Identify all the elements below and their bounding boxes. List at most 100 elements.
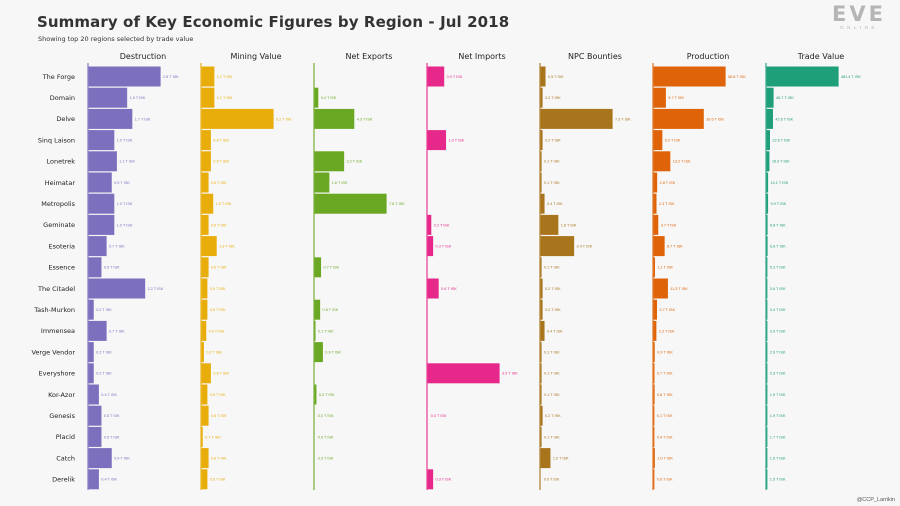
value-label: 46.7 T ISK [776, 96, 794, 100]
value-label: 0.4 T ISK [547, 202, 563, 206]
bar [88, 448, 112, 469]
bar [653, 66, 726, 87]
bar [88, 299, 94, 320]
value-label: 0.5 T ISK [210, 308, 226, 312]
value-label: 0.4 T ISK [547, 329, 563, 333]
bar [653, 214, 659, 235]
bar [88, 320, 107, 341]
value-label: 0.6 T ISK [323, 308, 339, 312]
value-label: 2.3 T ISK [659, 202, 675, 206]
bar [201, 278, 208, 299]
value-label: 0.8 T ISK [657, 393, 673, 397]
value-label: 13.2 T ISK [673, 160, 691, 164]
value-label: 0.5 T ISK [104, 414, 120, 418]
bar [653, 87, 666, 108]
bar [766, 151, 770, 172]
bar [653, 278, 668, 299]
bar [540, 299, 543, 320]
value-label: 1.0 T ISK [117, 202, 133, 206]
bar [540, 172, 542, 193]
bar [314, 384, 317, 405]
value-label: 0.9 T ISK [657, 351, 673, 355]
value-label: 1.0 T ISK [117, 139, 133, 143]
value-label: 1.7 T ISK [135, 117, 151, 121]
value-label: 10.1 T ISK [771, 181, 789, 185]
bar [427, 236, 434, 257]
bar [88, 236, 107, 257]
value-label: 0.9 T ISK [447, 75, 463, 79]
value-label: 1.0 T ISK [117, 223, 133, 227]
value-label: 1.7 T ISK [770, 435, 786, 439]
bar [653, 299, 658, 320]
value-label: 6.9 T ISK [665, 139, 681, 143]
bar [88, 172, 112, 193]
bar [653, 320, 657, 341]
bar [314, 151, 345, 172]
region-label: Verge Vendor [31, 348, 75, 356]
value-label: 0.2 T ISK [545, 308, 561, 312]
value-label: 0.4 T ISK [321, 96, 337, 100]
bar [653, 257, 655, 278]
value-label: 0.7 T ISK [109, 329, 125, 333]
region-label: Derelik [52, 476, 75, 484]
region-label: Sinq Laison [38, 136, 75, 144]
bar [427, 363, 500, 384]
value-label: 0.5 T ISK [210, 287, 226, 291]
bar [88, 151, 117, 172]
value-label: 7.3 T ISK [615, 117, 631, 121]
region-label: The Citadel [37, 285, 75, 293]
bar [766, 448, 768, 469]
value-label: 0.5 T ISK [548, 75, 564, 79]
value-label: 0.5 T ISK [210, 478, 226, 482]
panel-title: Net Imports [458, 52, 505, 61]
bar [540, 87, 543, 108]
bar [653, 405, 655, 426]
value-label: 0.2 T ISK [96, 308, 112, 312]
value-label: 1.5 T ISK [130, 96, 146, 100]
value-label: 9.9 T ISK [770, 202, 786, 206]
value-label: 0.7 T ISK [323, 266, 339, 270]
panel-npc-bounties: NPC Bounties 0.5 T ISK 0.2 T ISK 7.3 T ISK 0… [539, 52, 631, 490]
value-label: 3.4 T ISK [770, 308, 786, 312]
value-label: 0.5 T ISK [104, 435, 120, 439]
value-label: 0.1 T ISK [544, 435, 560, 439]
bar [766, 405, 768, 426]
value-label: 2.8 T ISK [660, 181, 676, 185]
value-label: 1.5 T ISK [770, 457, 786, 461]
bar [653, 384, 655, 405]
panel-title: Production [687, 52, 730, 61]
bar [201, 172, 209, 193]
value-label: 0.4 T ISK [209, 329, 225, 333]
region-label: Essence [48, 264, 75, 272]
bar [88, 405, 102, 426]
bar [201, 363, 211, 384]
bar [540, 448, 551, 469]
bar [766, 87, 774, 108]
region-label: Catch [56, 454, 75, 462]
bar [766, 299, 768, 320]
region-label: Metropolis [41, 200, 75, 208]
panel-net-exports: Net Exports 0.4 T ISK 4.3 T ISK 3.2 T ISK 1.… [313, 52, 405, 490]
bar [653, 448, 655, 469]
region-label: Placid [56, 433, 75, 441]
bar [201, 299, 208, 320]
value-label: 0.2 T ISK [545, 139, 561, 143]
value-label: 0.1 T ISK [318, 329, 334, 333]
bar [88, 469, 99, 490]
bar [653, 193, 657, 214]
value-label: 0.3 T ISK [436, 245, 452, 249]
bar [201, 193, 214, 214]
bar [314, 257, 322, 278]
bar [427, 130, 447, 151]
value-label: 1.1 T ISK [119, 160, 135, 164]
bar [766, 342, 768, 363]
bar [88, 87, 128, 108]
value-label: 0.6 T ISK [211, 457, 227, 461]
panel-title: Trade Value [797, 52, 844, 61]
region-label: Everyshore [39, 370, 75, 378]
panel-mining-value: Mining Value 1.1 T ISK 1.1 T ISK 6.2 T ISK 0… [200, 52, 292, 490]
bar [201, 469, 208, 490]
bar [427, 66, 445, 87]
value-label: 6.8 T ISK [770, 245, 786, 249]
bar [201, 426, 203, 447]
